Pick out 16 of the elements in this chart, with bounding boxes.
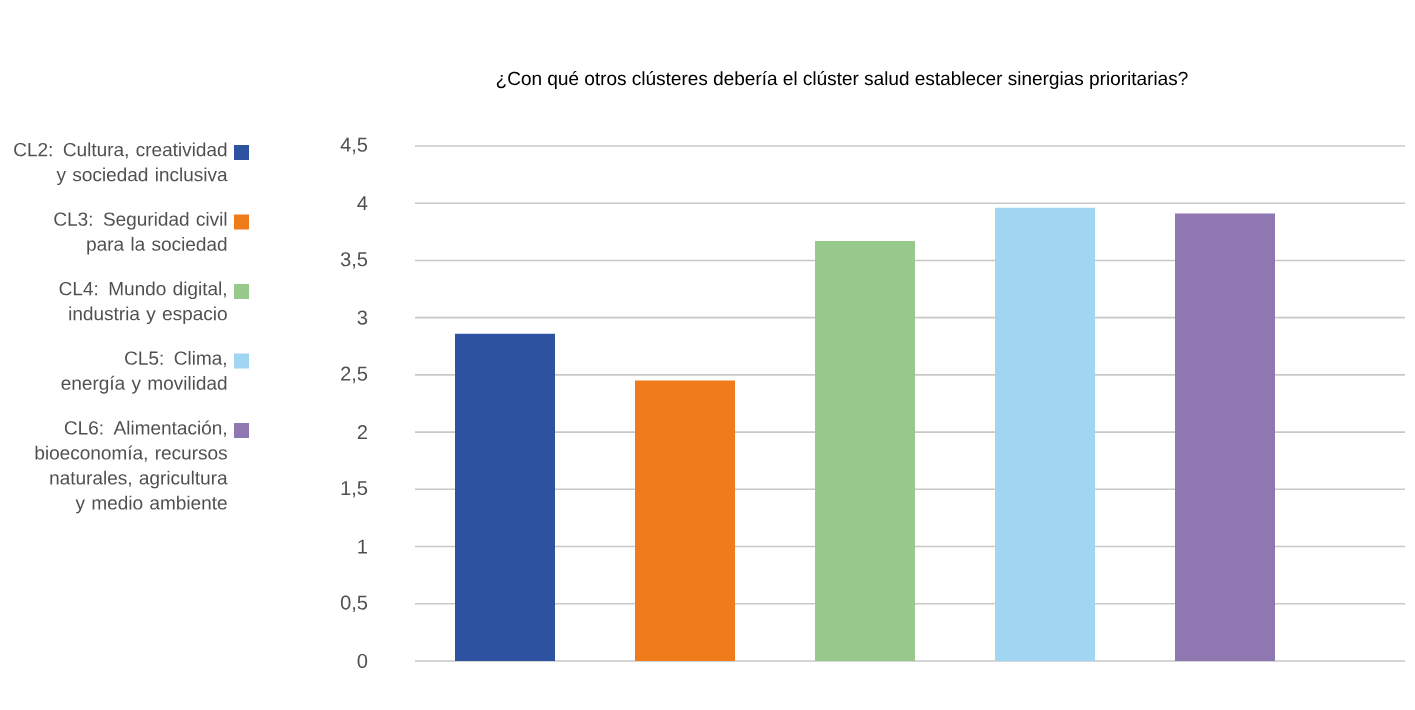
y-tick-label: 4,5 [340, 137, 368, 155]
y-tick-label: 1,5 [341, 481, 368, 498]
y-tick-label: 0 [357, 653, 368, 669]
y-tick-label: 0,5 [340, 595, 368, 613]
y-tick-label: 4 [357, 196, 368, 211]
legend-label: CL3: Seguridad civil para la sociedad [54, 211, 227, 255]
y-tick-label: 2,5 [341, 366, 368, 384]
legend-label: CL2: Cultura, creatividad y sociedad inclusiva [14, 142, 228, 186]
legend-label: CL5: Clima, energía y movilidad [61, 350, 227, 394]
y-tick-label: 2 [357, 425, 367, 440]
legend-label: CL6: Alimentación, bioeconomía, recursos naturales, agricultura y medio ambiente [35, 420, 228, 514]
y-tick-label: 3,5 [340, 252, 368, 269]
chart-title: ¿Con qué otros clústeres debería el clúster salud establecer sinergias prioritarias? [496, 70, 1188, 89]
y-tick-label: 1 [358, 539, 367, 554]
legend-label: CL4: Mundo digital, industria y espacio [59, 281, 227, 325]
y-tick-label: 3 [357, 310, 368, 325]
